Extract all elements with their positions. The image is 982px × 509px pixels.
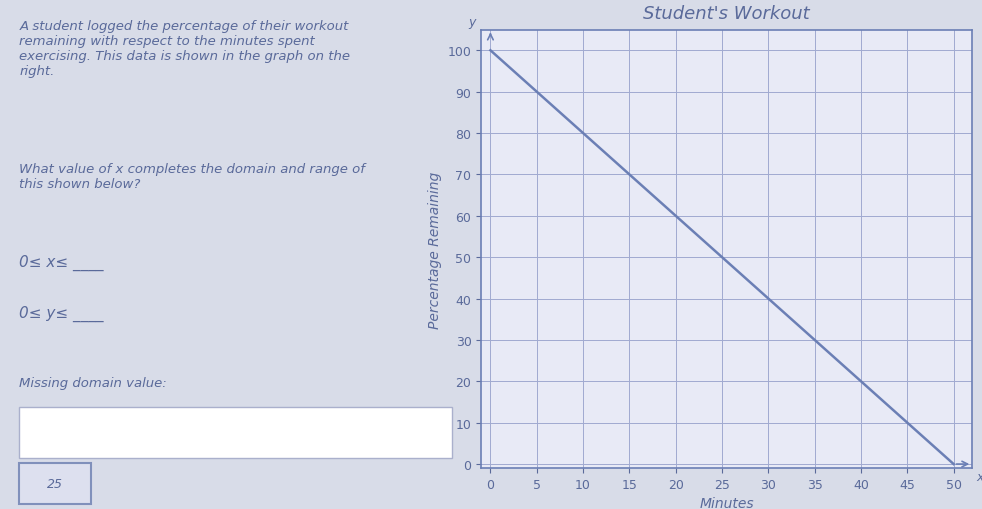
Text: y: y: [468, 16, 475, 30]
Title: Student's Workout: Student's Workout: [643, 6, 810, 23]
Text: 0≤ y≤ ____: 0≤ y≤ ____: [20, 305, 104, 322]
Text: 25: 25: [47, 477, 63, 490]
Text: What value of x completes the domain and range of
this shown below?: What value of x completes the domain and…: [20, 163, 365, 191]
Text: Missing domain value:: Missing domain value:: [20, 377, 167, 389]
FancyBboxPatch shape: [20, 463, 91, 504]
X-axis label: Minutes: Minutes: [699, 496, 754, 509]
Text: x: x: [977, 470, 982, 483]
FancyBboxPatch shape: [20, 407, 453, 458]
Text: A student logged the percentage of their workout
remaining with respect to the m: A student logged the percentage of their…: [20, 20, 351, 78]
Text: 0≤ x≤ ____: 0≤ x≤ ____: [20, 254, 104, 271]
Y-axis label: Percentage Remaining: Percentage Remaining: [428, 171, 442, 328]
